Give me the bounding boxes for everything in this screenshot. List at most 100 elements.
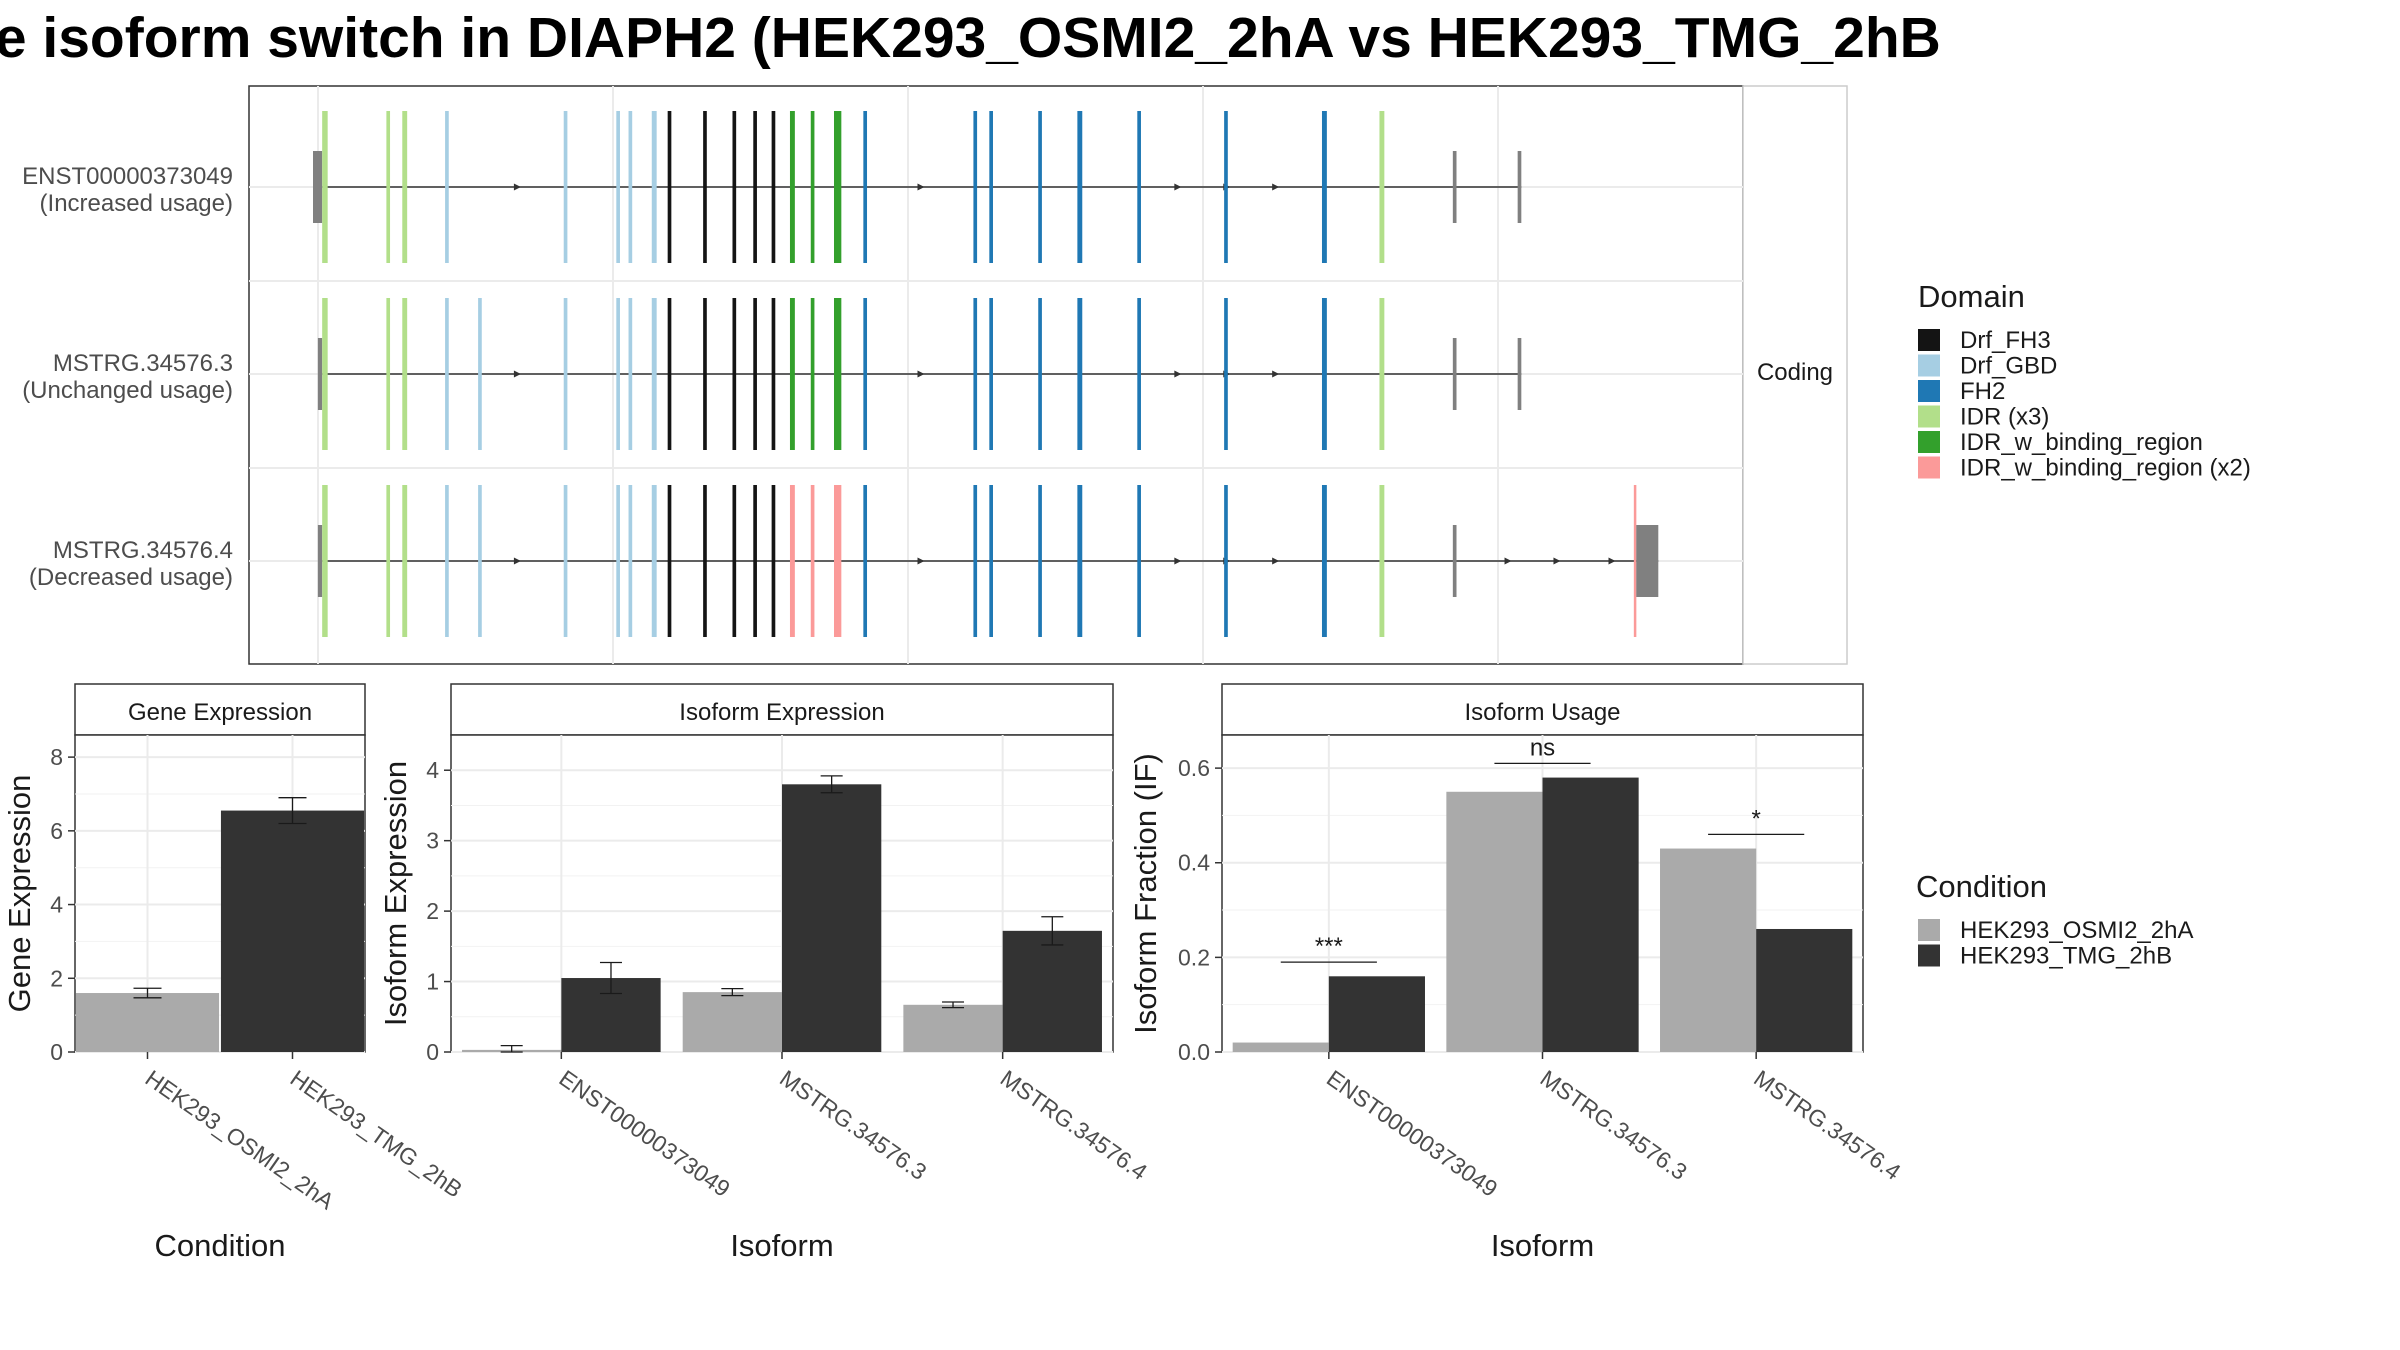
exon [1321,485,1327,637]
direction-arrow [917,183,925,191]
bar [1756,928,1853,1052]
exon [1321,298,1327,450]
exon [753,485,757,637]
exon [863,111,868,263]
domain-legend-label: Drf_GBD [1960,353,2057,380]
y-axis-title: Isoform Expression [378,761,413,1026]
direction-arrow [1272,370,1280,378]
exon [1636,525,1659,597]
x-axis-title: Isoform [1491,1228,1594,1263]
exon [1321,111,1327,263]
exon [1077,111,1083,263]
exon [317,525,323,597]
exon [445,485,449,637]
exon [1517,151,1522,223]
exon [1379,111,1385,263]
exon [322,485,328,637]
exon [771,111,776,263]
exon [386,298,391,450]
significance-label: ns [1530,734,1555,761]
exon [1137,111,1141,263]
exon [628,298,633,450]
exon [322,111,328,263]
exon [789,111,795,263]
exon [563,111,568,263]
exon [478,298,482,450]
exon [833,485,842,637]
strip-label: Coding [1757,359,1833,386]
exon [445,298,449,450]
domain-legend-label: Drf_FH3 [1960,327,2051,354]
domain-legend-key [1918,354,1940,377]
y-tick-label: 1 [426,969,439,995]
exon [386,485,391,637]
exon [1452,525,1457,597]
domain-legend-label: IDR_w_binding_region (x2) [1960,455,2251,482]
exon [1137,298,1141,450]
direction-arrow [513,183,521,191]
domain-legend-label: IDR_w_binding_region [1960,429,2203,456]
exon [789,485,795,637]
bar [220,810,365,1052]
exon [989,298,993,450]
figure-title: he isoform switch in DIAPH2 (HEK293_OSMI… [0,6,1941,70]
domain-legend-key [1918,405,1940,428]
x-tick-label: MSTRG.34576.4 [996,1065,1152,1185]
direction-arrow [1553,557,1561,565]
panel-title: Isoform Usage [1464,699,1620,726]
exon [703,298,707,450]
x-axis-title: Condition [155,1228,286,1263]
exon [703,111,707,263]
y-axis-title: Isoform Fraction (IF) [1128,753,1163,1034]
y-tick-label: 2 [50,965,63,991]
exon [651,485,657,637]
exon [1379,485,1385,637]
exon [386,111,391,263]
bar [1446,791,1543,1052]
exon [616,111,620,263]
y-tick-label: 0.0 [1178,1039,1210,1065]
exon [1224,111,1228,263]
y-tick-label: 0.2 [1178,944,1210,970]
exon [973,485,978,637]
domain-legend-title: Domain [1918,279,2025,314]
exon [1379,298,1385,450]
direction-arrow [1272,183,1280,191]
exon [651,111,657,263]
exon [771,298,776,450]
exon [478,485,482,637]
bar [782,784,882,1052]
direction-arrow [513,557,521,565]
condition-legend-label: HEK293_TMG_2hB [1960,943,2172,970]
y-tick-label: 0.4 [1178,850,1210,876]
bar [1660,848,1757,1052]
direction-arrow [513,370,521,378]
condition-legend-label: HEK293_OSMI2_2hA [1960,917,2193,944]
exon [667,111,672,263]
condition-legend-key [1918,944,1940,967]
panel-strip [450,683,1114,736]
x-tick-label: MSTRG.34576.4 [1749,1065,1905,1185]
isoform-usage-label: (Increased usage) [40,190,233,217]
bar [1002,930,1102,1052]
exon [1077,485,1083,637]
exon [445,111,449,263]
exon [1452,338,1457,410]
exon [833,298,842,450]
x-tick-label: ENST00000373049 [554,1065,734,1202]
exon [732,298,737,450]
y-tick-label: 0 [50,1039,63,1065]
exon [863,485,868,637]
exon [1224,485,1228,637]
panel-title: Gene Expression [128,699,312,726]
y-tick-label: 4 [426,757,439,783]
direction-arrow [1174,370,1182,378]
direction-arrow [1608,557,1616,565]
direction-arrow [1272,557,1280,565]
exon [732,485,737,637]
domain-legend-key [1918,431,1940,453]
exon [667,298,672,450]
exon [1517,338,1522,410]
exon [616,298,620,450]
